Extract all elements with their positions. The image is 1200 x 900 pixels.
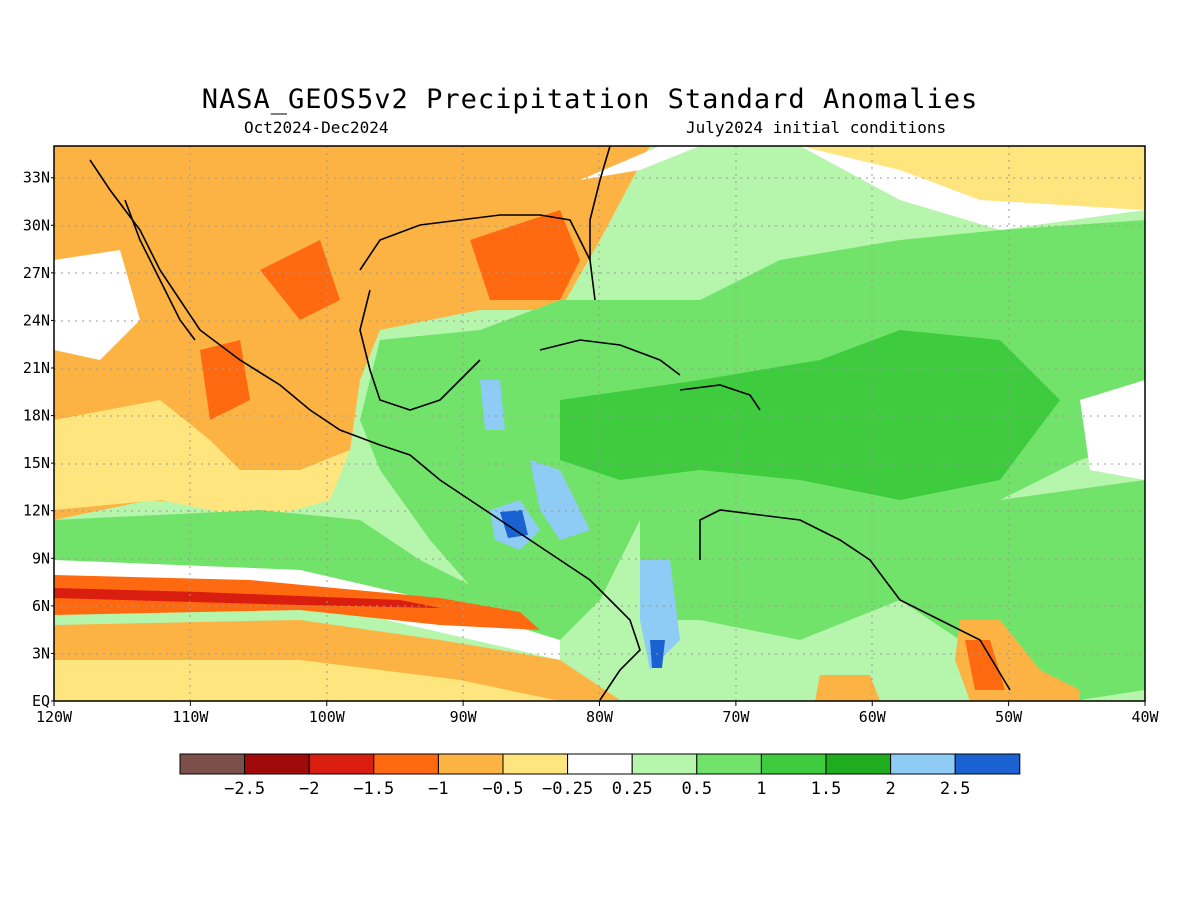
colorbar-label: 2.5: [940, 779, 971, 799]
colorbar-swatch: [825, 753, 892, 775]
y-tick-label: 15N: [23, 454, 50, 472]
colorbar-swatch: [308, 753, 375, 775]
colorbar-label: 1.5: [811, 779, 842, 799]
colorbar-label: −0.25: [542, 779, 593, 799]
y-tick-label: 9N: [32, 549, 50, 567]
colorbar-swatch: [502, 753, 569, 775]
x-tick-label: 60W: [859, 708, 887, 726]
colorbar-label: −1: [428, 779, 448, 799]
y-tick-label: 3N: [32, 644, 50, 662]
colorbar-swatch: [954, 753, 1021, 775]
colorbar-swatch: [244, 753, 310, 775]
y-tick-label: 21N: [23, 359, 50, 377]
colorbar-swatch: [760, 753, 827, 775]
forecast-period: Oct2024-Dec2024: [244, 118, 389, 137]
anomaly-field: [54, 146, 1145, 701]
y-tick-label: 27N: [23, 264, 50, 282]
colorbar-swatch: [373, 753, 439, 775]
axis-ticks: 120W 110W 100W 90W 80W 70W 60W 50W 40W EQ 3N 6N 9N 12…: [23, 169, 1160, 726]
x-tick-label: 40W: [1131, 708, 1159, 726]
colorbar-label: −2.5: [224, 779, 265, 799]
y-tick-label: 33N: [23, 169, 50, 187]
y-tick-label: EQ: [32, 692, 50, 710]
x-tick-label: 100W: [309, 708, 346, 726]
x-tick-label: 80W: [586, 708, 614, 726]
y-tick-label: 30N: [23, 216, 50, 234]
x-tick-label: 70W: [722, 708, 750, 726]
x-tick-label: 50W: [995, 708, 1023, 726]
colorbar-label: −0.5: [483, 779, 524, 799]
colorbar-label: −1.5: [353, 779, 394, 799]
coastlines: [89, 146, 1011, 701]
colorbar-label: 2: [885, 779, 895, 799]
initial-conditions-label: July2024 initial conditions: [686, 118, 947, 137]
colorbar-label: 1: [756, 779, 766, 799]
figure-title: NASA_GEOS5v2 Precipitation Standard Anom…: [201, 84, 979, 115]
x-tick-label: 90W: [450, 708, 478, 726]
y-tick-label: 24N: [23, 311, 50, 329]
colorbar-swatch: [631, 753, 698, 775]
colorbar: −2.5 −2 −1.5 −1 −0.5 −0.25 0.25 0.5 1 1.5 2 2.5: [179, 753, 1021, 799]
colorbar-label: −2: [299, 779, 319, 799]
y-tick-label: 12N: [23, 502, 50, 520]
x-tick-label: 110W: [172, 708, 209, 726]
x-tick-label: 120W: [36, 708, 73, 726]
colorbar-label: 0.25: [612, 779, 653, 799]
y-tick-label: 18N: [23, 407, 50, 425]
colorbar-swatch: [567, 753, 633, 775]
colorbar-swatch: [696, 753, 762, 775]
y-tick-label: 6N: [32, 597, 50, 615]
colorbar-swatch: [179, 753, 246, 775]
colorbar-swatch: [437, 753, 504, 775]
colorbar-label: 0.5: [681, 779, 712, 799]
colorbar-swatch: [890, 753, 956, 775]
